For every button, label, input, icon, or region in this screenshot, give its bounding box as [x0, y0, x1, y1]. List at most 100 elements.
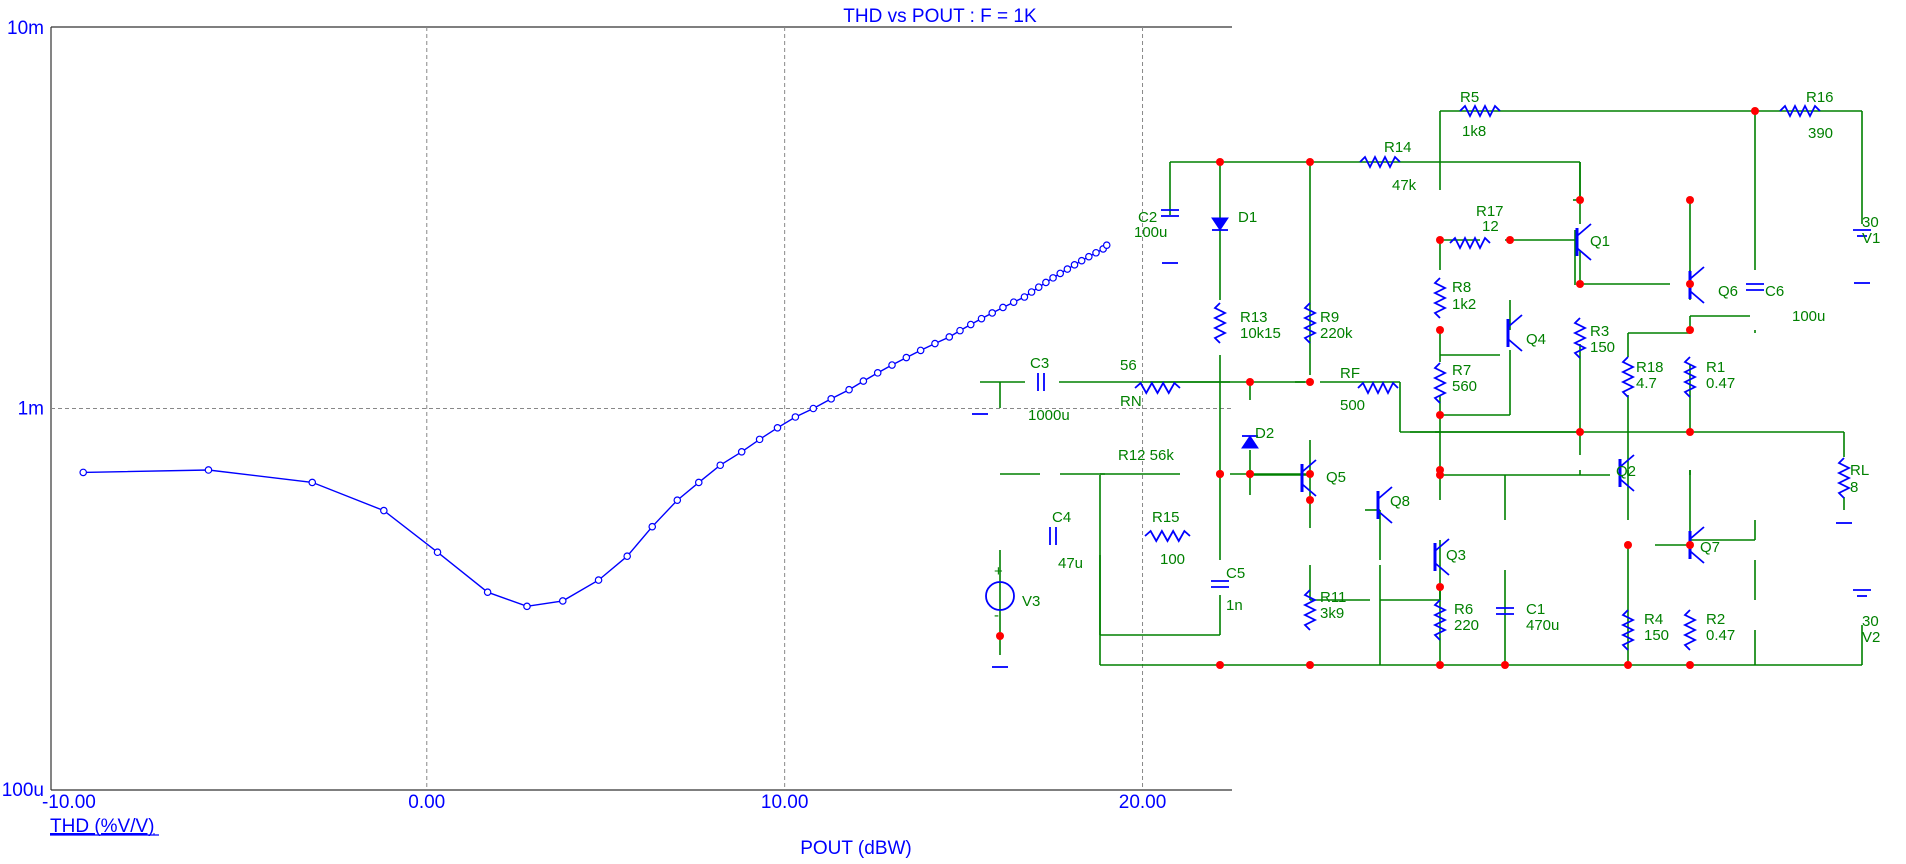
y-tick-label: 100u [2, 780, 44, 801]
schematic-label: 4.7 [1636, 375, 1657, 392]
data-point [755, 435, 764, 444]
schematic-label: R6 [1454, 601, 1473, 618]
junction-node [1686, 661, 1694, 669]
junction-node [1686, 541, 1694, 549]
diode-symbol [1211, 217, 1229, 231]
schematic-label: 56 [1120, 357, 1137, 374]
resistor-symbol [1144, 529, 1191, 543]
schematic-label: 100u [1792, 308, 1825, 325]
schematic-label: R16 [1806, 89, 1834, 106]
schematic-label: 100 [1160, 551, 1185, 568]
y-axis-label[interactable]: THD (%V/V) [50, 816, 155, 837]
transistor-symbol [1576, 247, 1592, 261]
schematic-label: 470u [1526, 617, 1559, 634]
resistor-symbol [1682, 609, 1698, 651]
data-point [966, 320, 975, 329]
schematic-label: V1 [1862, 230, 1880, 247]
data-point [916, 346, 925, 355]
transistor-symbol [1434, 538, 1450, 552]
series-line [83, 244, 1108, 608]
resistor-symbol [1357, 380, 1399, 396]
data-point [523, 602, 531, 611]
junction-node [1436, 466, 1444, 474]
data-point [1092, 248, 1100, 257]
y-tick-label: 10m [7, 18, 44, 39]
schematic-label: C2 [1138, 209, 1157, 226]
junction-node [1436, 583, 1444, 591]
chart-title: THD vs POUT : F = 1K [843, 6, 1037, 27]
resistor-symbol [1620, 356, 1636, 398]
junction-node [1306, 158, 1314, 166]
transistor-symbol [1689, 550, 1705, 564]
junction-node [1306, 378, 1314, 386]
junction-node [1246, 378, 1254, 386]
junction-node [1686, 196, 1694, 204]
x-axis-label: POUT (dBW) [800, 838, 912, 859]
junction-node [1686, 428, 1694, 436]
schematic-label: C1 [1526, 601, 1545, 618]
data-point [1070, 261, 1079, 269]
schematic-label: 220k [1320, 325, 1353, 342]
schematic-label: C5 [1226, 565, 1245, 582]
schematic-label: 1n [1226, 597, 1243, 614]
schematic-label: 560 [1452, 378, 1477, 395]
schematic-wires [980, 110, 1863, 666]
data-point [873, 369, 882, 377]
data-point [308, 478, 317, 487]
schematic-label: RL [1850, 462, 1869, 479]
data-point [773, 424, 782, 432]
schematic-label: V2 [1862, 629, 1880, 646]
transistor-symbol [1619, 454, 1635, 468]
resistor-symbol [1620, 609, 1636, 651]
diode-symbol [1241, 435, 1259, 449]
junction-node [1506, 236, 1514, 244]
data-point [827, 395, 835, 403]
schematic-label: 150 [1644, 627, 1669, 644]
data-point [945, 333, 954, 341]
schematic-label: R14 [1384, 139, 1412, 156]
resistor-symbol [1572, 317, 1588, 359]
y-tick-label: 1m [18, 399, 44, 420]
resistor-symbol [1212, 302, 1228, 344]
schematic-label: R17 [1476, 203, 1504, 220]
transistor-symbol [1689, 290, 1705, 304]
schematic-label: C6 [1765, 283, 1784, 300]
x-tick-labels: -10.00 0.00 10.00 20.00 [42, 792, 1166, 813]
schematic-label: 100u [1134, 224, 1167, 241]
resistor-symbol [1779, 103, 1821, 119]
series-layer [79, 241, 1111, 611]
data-point [902, 353, 911, 362]
data-point [648, 522, 657, 531]
resistor-symbol [1432, 362, 1448, 404]
schematic-label: R13 [1240, 309, 1268, 326]
resistor-symbol [1682, 356, 1698, 398]
schematic-label: R12 56k [1118, 447, 1174, 464]
junction-node [1216, 158, 1224, 166]
data-point [433, 548, 442, 557]
transistor-symbol [1619, 478, 1635, 492]
data-point [1077, 256, 1086, 265]
schematic-label: 0.47 [1706, 627, 1735, 644]
transistor-symbol [1507, 338, 1523, 352]
transistor-symbol [1689, 266, 1705, 280]
junction-node [1216, 661, 1224, 669]
transistor-symbol [1377, 510, 1393, 524]
data-point [931, 339, 939, 348]
junction-node [1686, 280, 1694, 288]
data-point [1049, 274, 1057, 282]
data-point [694, 478, 703, 487]
resistor-symbol [1134, 381, 1181, 395]
schematic-label: C3 [1030, 355, 1049, 372]
y-tick-labels: 100u 1m 10m [2, 18, 44, 801]
schematic-label: 220 [1454, 617, 1479, 634]
schematic-label: R4 [1644, 611, 1663, 628]
junction-node [1624, 661, 1632, 669]
transistor-symbol [1301, 459, 1317, 473]
data-point [791, 413, 800, 421]
data-point [558, 597, 567, 605]
schematic-label: R15 [1152, 509, 1180, 526]
schematic-label: R7 [1452, 362, 1471, 379]
junction-node [1686, 326, 1694, 334]
